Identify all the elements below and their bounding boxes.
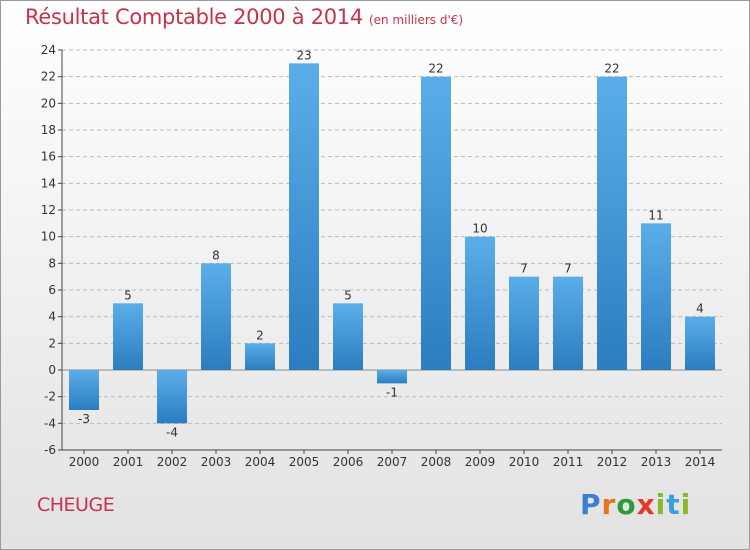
logo-letter: i [680,488,692,521]
bar [509,276,539,370]
x-tick-label: 2009 [465,455,496,469]
y-tick-label: -6 [44,443,56,457]
bar [289,63,319,370]
y-tick-label: -2 [44,390,56,404]
chart-title: Résultat Comptable 2000 à 2014 (en millie… [25,5,463,29]
x-tick-label: 2014 [685,455,716,469]
bar [641,223,671,370]
x-tick-label: 2011 [553,455,584,469]
bar [421,76,451,371]
chart-subtitle: (en milliers d'€) [368,13,464,27]
x-tick-label: 2008 [421,455,452,469]
y-tick-label: 24 [41,43,56,57]
bar [377,370,407,384]
logo-letter: o [616,488,637,521]
bar [201,263,231,370]
data-label: 11 [648,208,663,222]
x-tick-label: 2002 [157,455,188,469]
bar [465,236,495,370]
x-tick-label: 2005 [289,455,320,469]
data-label: 8 [212,248,220,262]
data-label: -4 [166,425,178,439]
data-label: 5 [344,288,352,302]
chart-title-text: Résultat Comptable 2000 à 2014 [25,5,363,29]
bar [157,370,187,424]
logo-letter: P [580,488,602,521]
y-tick-label: 18 [41,123,56,137]
data-label: 10 [472,222,487,236]
x-tick-label: 2012 [597,455,628,469]
y-tick-label: 20 [41,96,56,110]
bar [245,343,275,370]
data-label: -1 [386,385,398,399]
y-tick-label: 22 [41,70,56,84]
bar [553,276,583,370]
town-name: CHEUGE [37,494,115,516]
x-tick-label: 2013 [641,455,672,469]
data-label: 5 [124,288,132,302]
logo-letter: i [655,488,667,521]
x-tick-label: 2007 [377,455,408,469]
data-label: -3 [78,412,90,426]
y-tick-label: -4 [44,416,56,430]
y-tick-label: 12 [41,203,56,217]
proxiti-logo: Proxiti [580,488,691,521]
data-label: 23 [296,48,311,62]
x-tick-label: 2006 [333,455,364,469]
bar [333,303,363,370]
bar [685,316,715,370]
x-tick-label: 2001 [113,455,144,469]
logo-letter: x [636,488,656,521]
y-tick-label: 14 [41,176,56,190]
x-tick-label: 2003 [201,455,232,469]
data-label: 7 [564,262,572,276]
logo-letter: r [601,488,617,521]
x-tick-label: 2010 [509,455,540,469]
y-tick-label: 4 [48,310,56,324]
x-tick-label: 2004 [245,455,276,469]
data-label: 22 [428,62,443,76]
y-tick-label: 16 [41,150,56,164]
y-tick-label: 6 [48,283,56,297]
data-label: 22 [604,62,619,76]
y-tick-label: 8 [48,256,56,270]
bar [597,76,627,371]
y-tick-label: 10 [41,230,56,244]
data-label: 2 [256,328,264,342]
data-label: 4 [696,302,704,316]
x-tick-label: 2000 [69,455,100,469]
bar [69,370,99,410]
bar [113,303,143,370]
logo-letter: t [666,488,681,521]
data-label: 7 [520,262,528,276]
y-tick-label: 0 [48,363,56,377]
y-tick-label: 2 [48,336,56,350]
